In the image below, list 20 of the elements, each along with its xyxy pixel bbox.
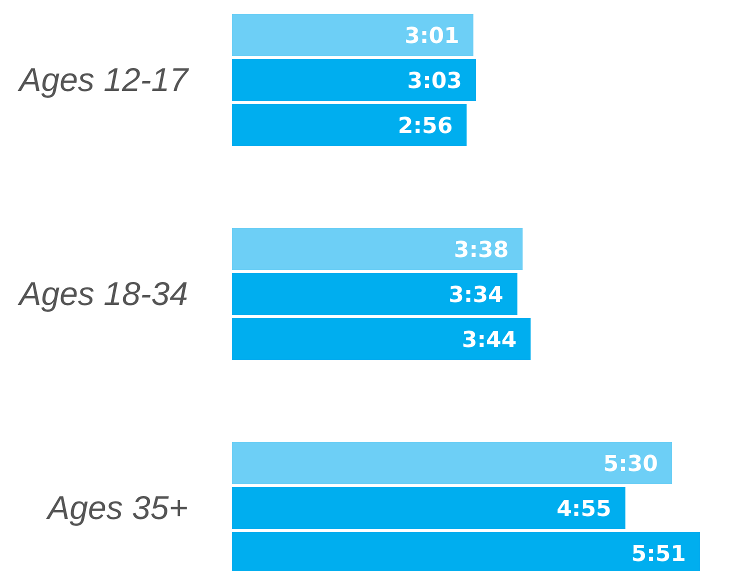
bar	[232, 14, 474, 56]
data-label: 3:01	[404, 24, 460, 49]
data-label: 3:34	[448, 283, 504, 308]
y-tick-label: Ages 18-34	[17, 275, 188, 312]
bar	[232, 228, 523, 270]
data-label: 4:55	[556, 497, 612, 522]
data-label: 3:03	[407, 69, 462, 94]
bar	[232, 59, 476, 101]
bar	[232, 487, 626, 529]
data-label: 5:51	[631, 542, 686, 567]
y-tick-label: Ages 12-17	[17, 61, 190, 98]
bar	[232, 104, 467, 146]
data-label: 5:30	[603, 452, 658, 477]
data-label: 3:44	[462, 328, 517, 353]
y-tick-label: Ages 35+	[46, 489, 188, 526]
bar	[232, 318, 531, 360]
bar	[232, 273, 518, 315]
bar	[232, 442, 672, 484]
data-label: 3:38	[454, 238, 509, 263]
data-label: 2:56	[398, 114, 453, 139]
